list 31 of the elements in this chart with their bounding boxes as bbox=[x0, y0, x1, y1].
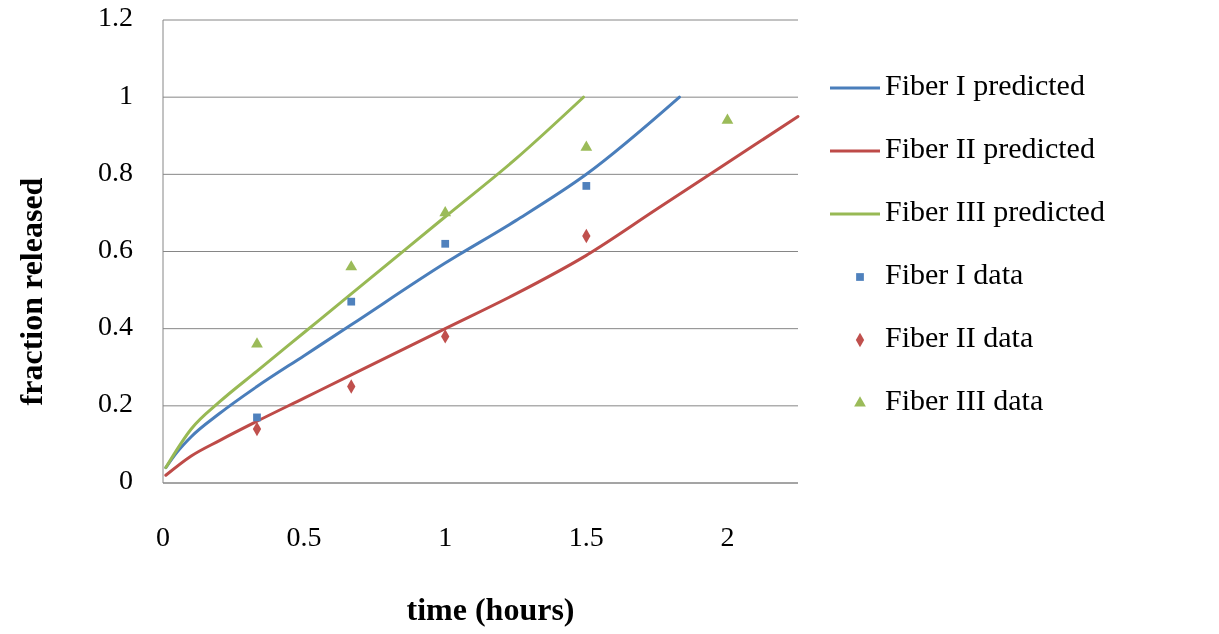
point bbox=[347, 297, 356, 306]
point bbox=[251, 337, 263, 348]
point bbox=[580, 140, 593, 151]
point bbox=[721, 113, 734, 124]
legend-label: Fiber III predicted bbox=[885, 193, 1105, 227]
legend-label: Fiber I data bbox=[885, 256, 1024, 290]
point bbox=[345, 260, 358, 271]
x-axis-title: time (hours) bbox=[406, 591, 575, 627]
line-series bbox=[164, 114, 800, 477]
y-tick-label: 0.6 bbox=[98, 232, 133, 264]
legend-label: Fiber II predicted bbox=[885, 130, 1095, 164]
x-tick-label: 2 bbox=[720, 521, 735, 552]
legend-label: Fiber I predicted bbox=[885, 67, 1085, 101]
legend-label: Fiber II data bbox=[885, 319, 1034, 353]
y-tick-label: 1 bbox=[119, 78, 133, 110]
y-axis-title: fraction released bbox=[13, 177, 49, 406]
point bbox=[441, 239, 450, 248]
y-tick-label: 0.4 bbox=[98, 310, 133, 342]
x-tick-label: 0 bbox=[156, 521, 170, 552]
y-tick-label: 0.8 bbox=[98, 155, 133, 187]
x-tick-label: 1 bbox=[438, 521, 453, 552]
point bbox=[439, 206, 452, 217]
point bbox=[582, 182, 591, 190]
x-tick-label: 1.5 bbox=[568, 521, 604, 552]
y-tick-label: 0 bbox=[119, 464, 133, 496]
x-tick-label: 0.5 bbox=[286, 521, 322, 552]
point bbox=[253, 413, 261, 422]
y-tick-label: 0.2 bbox=[98, 387, 133, 419]
legend-label: Fiber III data bbox=[885, 382, 1044, 416]
line-series bbox=[164, 95, 586, 470]
y-tick-label: 1.2 bbox=[98, 1, 133, 33]
